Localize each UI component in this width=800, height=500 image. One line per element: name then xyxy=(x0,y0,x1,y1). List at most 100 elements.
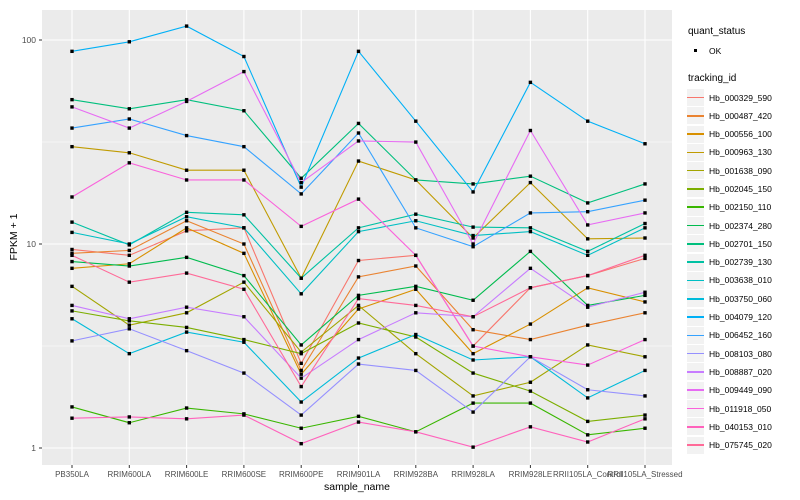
data-point-marker xyxy=(242,69,246,74)
data-point-marker xyxy=(184,417,189,421)
legend-key-swatch xyxy=(687,436,704,454)
data-point-marker xyxy=(70,49,74,54)
data-point-marker xyxy=(127,323,131,327)
x-tick-label: RRIM928BA xyxy=(394,470,439,479)
data-point-marker xyxy=(528,128,533,133)
legend-key-swatch xyxy=(687,400,704,418)
data-point-marker xyxy=(643,413,647,417)
series-color-line-icon xyxy=(687,426,704,428)
point-marker-icon xyxy=(693,48,698,53)
data-point-marker xyxy=(299,361,303,366)
series-color-line-icon xyxy=(687,224,704,227)
x-tick-label: RRII105LA_Stressed xyxy=(607,470,682,479)
data-point-marker xyxy=(70,253,74,258)
data-point-marker xyxy=(471,182,475,186)
legend-item-Hb_002150_110: Hb_002150_110 xyxy=(687,198,799,216)
data-point-marker xyxy=(528,286,533,290)
x-tick-label: RRIM928LE xyxy=(509,470,553,479)
data-point-marker xyxy=(528,401,533,405)
legend-item-label: OK xyxy=(709,45,722,56)
legend-item-label: Hb_000329_590 xyxy=(709,92,772,103)
data-point-marker xyxy=(643,226,647,230)
legend-key-swatch xyxy=(687,235,704,253)
data-point-marker xyxy=(586,237,590,241)
data-point-marker xyxy=(586,363,590,367)
series-color-line-icon xyxy=(687,243,704,245)
legend-item-label: Hb_040153_010 xyxy=(709,421,772,432)
data-point-marker xyxy=(299,343,303,347)
x-axis-title: sample_name xyxy=(324,481,390,493)
data-point-marker xyxy=(70,303,74,308)
legend-item-label: Hb_002739_130 xyxy=(709,257,772,268)
legend-item-label: Hb_001638_090 xyxy=(709,165,772,176)
legend-item-Hb_000487_420: Hb_000487_420 xyxy=(687,107,799,125)
data-point-marker xyxy=(414,368,418,373)
data-point-marker xyxy=(471,190,475,194)
data-point-marker xyxy=(70,97,74,102)
data-point-marker xyxy=(528,226,533,230)
data-point-marker xyxy=(528,180,533,185)
data-point-marker xyxy=(414,140,418,144)
data-point-marker xyxy=(471,351,475,356)
data-point-marker xyxy=(356,226,361,230)
data-point-marker xyxy=(127,107,131,111)
data-point-marker xyxy=(127,248,131,253)
data-point-marker xyxy=(242,168,246,172)
data-point-marker xyxy=(242,280,246,284)
data-point-marker xyxy=(356,356,361,360)
data-point-marker xyxy=(184,168,189,172)
data-point-marker xyxy=(586,253,590,258)
data-point-marker xyxy=(356,139,361,143)
data-point-marker xyxy=(586,440,590,444)
data-point-marker xyxy=(70,405,74,409)
data-point-marker xyxy=(184,305,189,309)
data-point-marker xyxy=(242,273,246,278)
data-point-marker xyxy=(242,337,246,342)
data-point-marker xyxy=(643,426,647,430)
data-point-marker xyxy=(643,290,647,294)
data-point-marker xyxy=(528,322,533,326)
data-point-marker xyxy=(586,303,590,308)
data-point-marker xyxy=(127,327,131,331)
data-point-marker xyxy=(184,406,189,410)
series-color-line-icon xyxy=(687,352,704,355)
legend-key-swatch xyxy=(687,290,704,308)
data-point-marker xyxy=(528,425,533,429)
legend-key-swatch xyxy=(687,107,704,125)
legend-title-tracking-id: tracking_id xyxy=(688,73,737,84)
series-color-line-icon xyxy=(687,114,704,117)
legend-item-label: Hb_000556_100 xyxy=(709,129,772,140)
series-color-line-icon xyxy=(687,169,704,172)
data-point-marker xyxy=(356,159,361,163)
data-point-marker xyxy=(70,266,74,271)
data-point-marker xyxy=(414,253,418,258)
data-point-marker xyxy=(471,358,475,362)
legend-item-label: Hb_009449_090 xyxy=(709,385,772,396)
legend-item-label: Hb_006452_160 xyxy=(709,330,772,341)
data-point-marker xyxy=(299,372,303,376)
data-point-marker xyxy=(242,144,246,149)
data-point-marker xyxy=(643,293,647,298)
data-point-marker xyxy=(356,258,361,263)
data-point-marker xyxy=(70,317,74,321)
series-color-line-icon xyxy=(687,188,704,190)
data-point-marker xyxy=(184,133,189,138)
data-point-marker xyxy=(184,24,189,28)
data-point-marker xyxy=(528,80,533,85)
data-point-marker xyxy=(414,311,418,315)
legend-item-label: Hb_000487_420 xyxy=(709,110,772,121)
data-point-marker xyxy=(242,54,246,59)
data-point-marker xyxy=(127,253,131,258)
data-point-marker xyxy=(528,337,533,342)
legend-item-Hb_000963_130: Hb_000963_130 xyxy=(687,143,799,161)
data-point-marker xyxy=(586,305,590,309)
data-point-marker xyxy=(414,219,418,223)
data-point-marker xyxy=(356,49,361,54)
data-point-marker xyxy=(184,330,189,334)
data-point-marker xyxy=(643,394,647,398)
legend-item-Hb_009449_090: Hb_009449_090 xyxy=(687,381,799,399)
data-point-marker xyxy=(586,323,590,327)
data-point-marker xyxy=(70,416,74,420)
data-point-marker xyxy=(414,430,418,434)
